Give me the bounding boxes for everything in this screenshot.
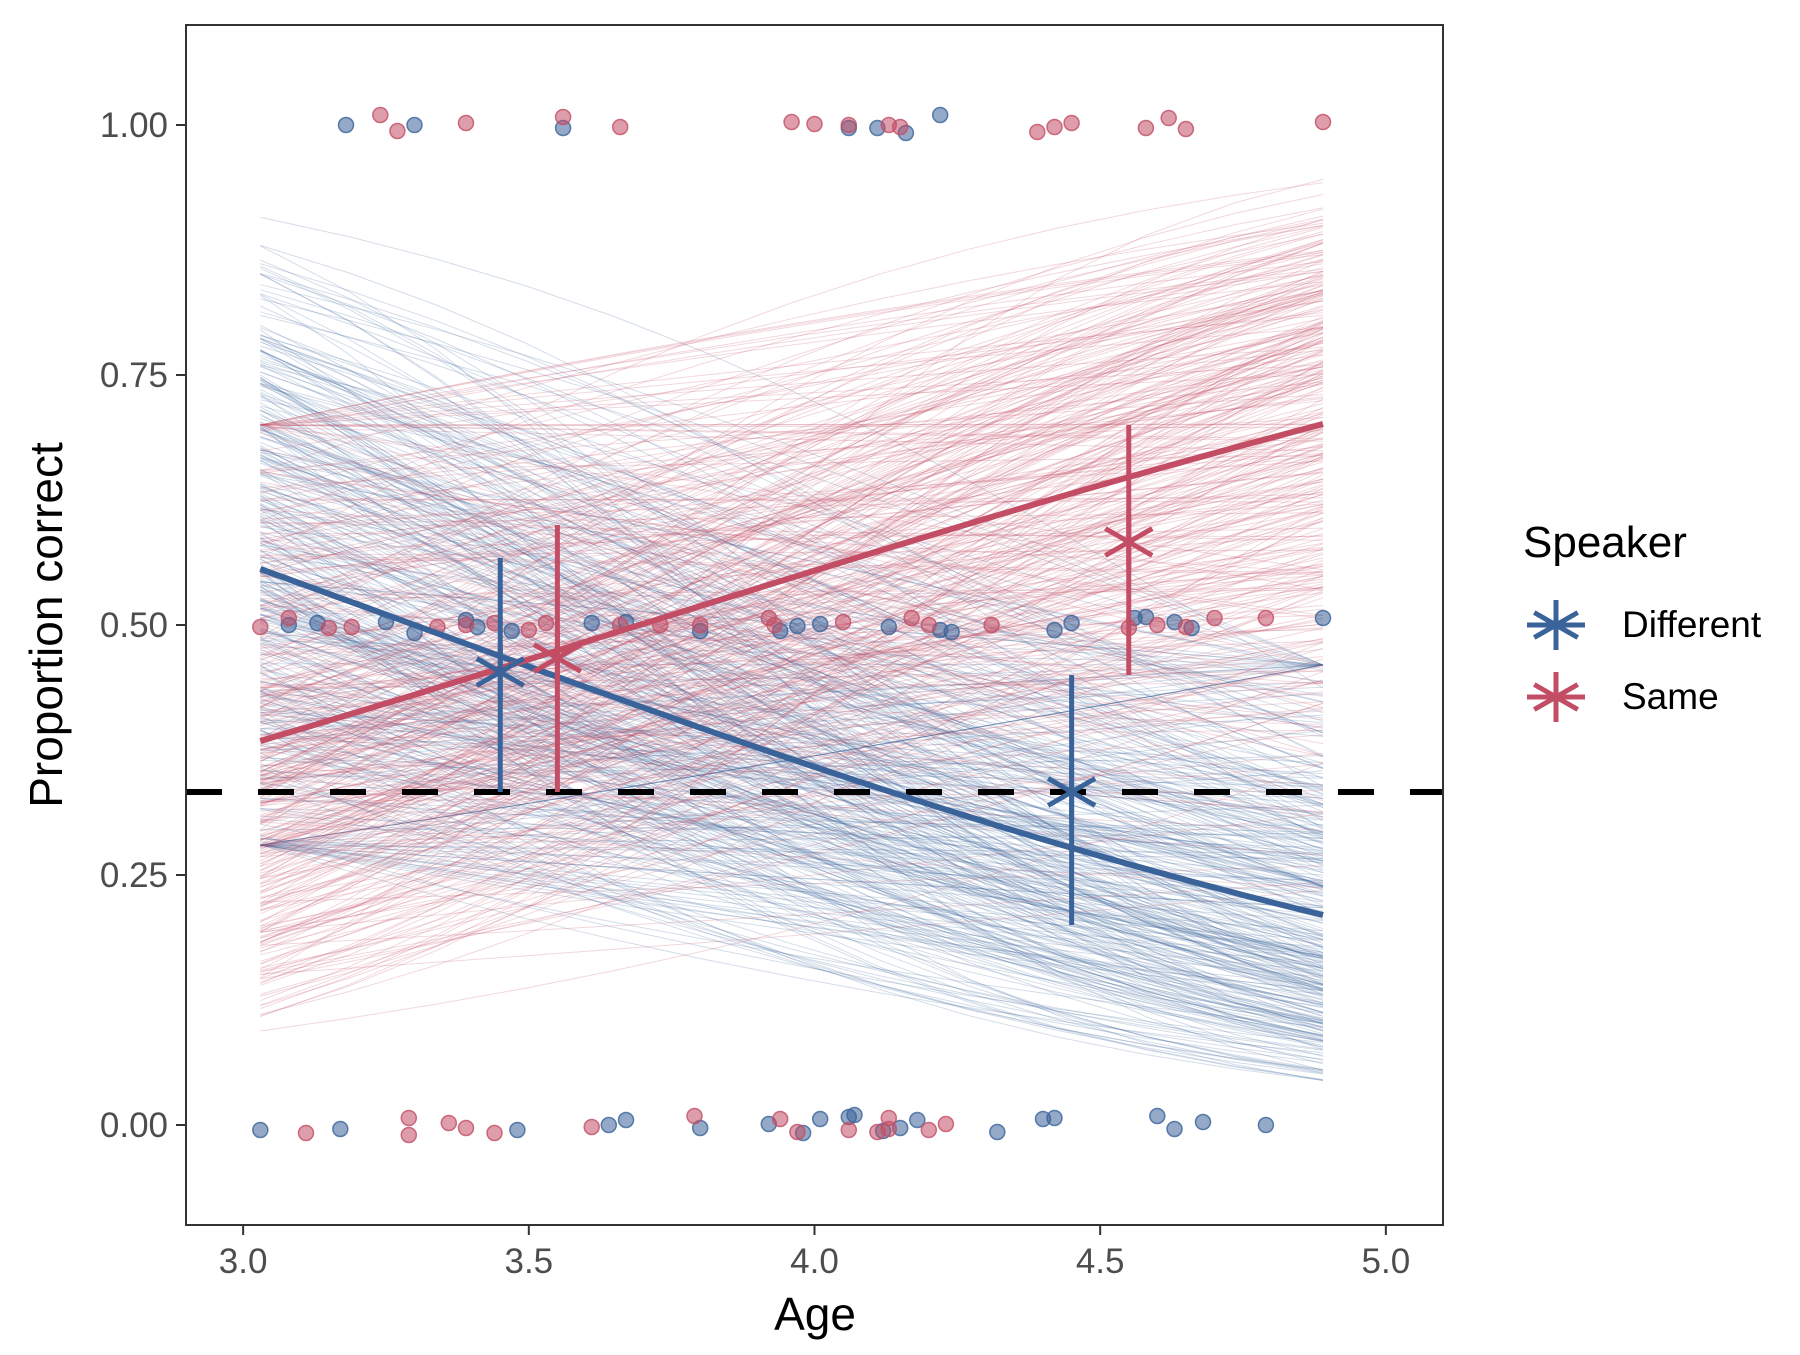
data-point-same [881,1122,896,1137]
data-point-same [1178,620,1193,635]
data-point-same [938,1117,953,1132]
y-tick-label: 1.00 [100,106,168,145]
data-point-same [1047,120,1062,135]
data-point-different [933,108,948,123]
data-point-different [407,118,422,133]
y-tick-label: 0.25 [100,856,168,895]
data-point-different [601,1118,616,1133]
data-point-different [1064,616,1079,631]
data-point-same [921,618,936,633]
data-point-same [807,117,822,132]
x-tick-label: 3.5 [504,1242,553,1281]
data-point-different [504,624,519,639]
data-point-different [333,1122,348,1137]
data-point-different [1150,1109,1165,1124]
y-axis-label: Proportion correct [20,442,72,808]
data-point-same [281,611,296,626]
data-point-same [984,618,999,633]
data-point-same [459,1121,474,1136]
data-point-different [990,1125,1005,1140]
data-point-same [1030,125,1045,140]
data-point-same [1138,121,1153,136]
x-tick-label: 4.5 [1076,1242,1125,1281]
data-point-different [1047,1111,1062,1126]
data-point-same [487,1126,502,1141]
data-point-same [1316,115,1331,130]
data-point-same [790,1125,805,1140]
data-point-same [687,1109,702,1124]
data-point-different [847,1108,862,1123]
data-point-same [539,616,554,631]
data-point-same [904,611,919,626]
x-axis-label: Age [774,1288,856,1340]
data-point-same [613,120,628,135]
data-point-same [784,115,799,130]
x-tick-label: 3.0 [219,1242,268,1281]
data-point-same [401,1111,416,1126]
y-tick-label: 0.50 [100,606,168,645]
y-tick-label: 0.00 [100,1106,168,1145]
data-point-different [339,118,354,133]
data-point-same [1258,611,1273,626]
data-point-same [521,623,536,638]
data-point-same [441,1116,456,1131]
data-point-same [773,1112,788,1127]
data-point-same [321,621,336,636]
data-point-same [299,1126,314,1141]
data-point-same [836,615,851,630]
legend-label: Different [1622,604,1762,645]
data-point-same [390,124,405,139]
data-point-different [1047,623,1062,638]
legend-label: Same [1622,676,1719,717]
data-point-same [841,118,856,133]
legend-entry-same: Same [1527,672,1719,722]
data-point-different [1316,611,1331,626]
data-point-different [619,1113,634,1128]
data-point-same [344,620,359,635]
data-point-same [459,618,474,633]
data-point-same [1207,611,1222,626]
x-tick-label: 5.0 [1362,1242,1411,1281]
data-point-same [921,1123,936,1138]
data-point-different [253,1123,268,1138]
data-point-different [813,617,828,632]
data-point-different [1258,1118,1273,1133]
data-point-different [790,619,805,634]
data-point-same [556,110,571,125]
data-point-same [693,618,708,633]
data-point-same [767,618,782,633]
data-point-different [1167,1122,1182,1137]
data-point-same [401,1128,416,1143]
data-point-same [584,1120,599,1135]
data-point-different [944,625,959,640]
data-point-different [584,616,599,631]
data-point-different [881,620,896,635]
data-point-same [373,108,388,123]
data-point-same [459,116,474,131]
data-point-same [841,1123,856,1138]
data-point-different [813,1112,828,1127]
data-point-same [1064,116,1079,131]
data-point-same [893,120,908,135]
data-point-same [1161,111,1176,126]
data-point-same [1150,618,1165,633]
data-point-different [510,1123,525,1138]
x-tick-label: 4.0 [790,1242,839,1281]
data-point-same [253,620,268,635]
data-point-different [1196,1115,1211,1130]
data-point-same [1178,122,1193,137]
y-tick-label: 0.75 [100,356,168,395]
legend-title: Speaker [1523,518,1687,567]
